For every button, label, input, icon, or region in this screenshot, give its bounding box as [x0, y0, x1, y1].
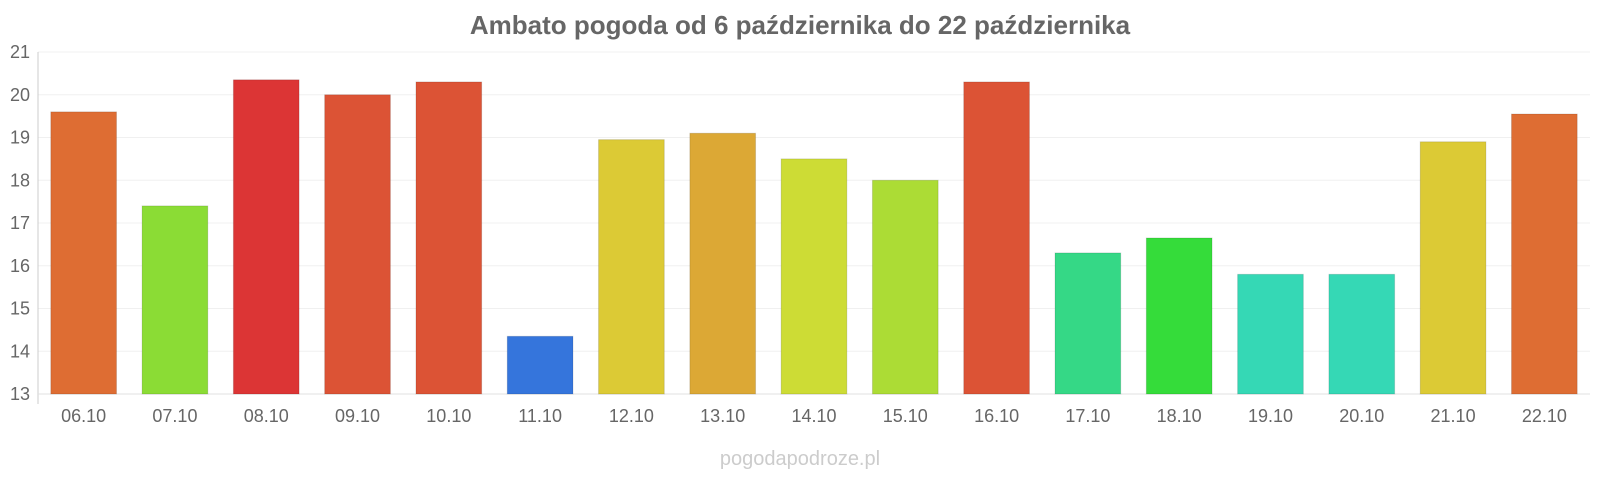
x-tick-labels: 06.10 07.10 08.10 09.10 10.10 11.10 12.10 13.10…: [61, 406, 1567, 426]
chart-title: Ambato pogoda od 6 października do 22 pa…: [469, 10, 1131, 40]
bar-20-10: [1328, 273, 1396, 395]
y-tick-label: 19: [10, 128, 30, 148]
bar-09-10: [324, 94, 391, 395]
x-tick-label: 15.10: [883, 406, 928, 426]
x-tick-label: 17.10: [1065, 406, 1110, 426]
x-tick-label: 20.10: [1339, 406, 1384, 426]
bar-21-10: [1419, 141, 1487, 395]
bar-10-10: [415, 81, 483, 395]
x-tick-label: 10.10: [426, 406, 471, 426]
bar-18-10: [1145, 237, 1213, 395]
y-tick-label: 16: [10, 256, 30, 276]
bar-16-10: [963, 81, 1030, 395]
bar-14-10: [780, 158, 848, 395]
bar-22-10: [1510, 113, 1578, 395]
x-tick-label: 06.10: [61, 406, 106, 426]
x-tick-label: 22.10: [1522, 406, 1567, 426]
bar-11-10: [506, 335, 574, 395]
x-tick-label: 18.10: [1157, 406, 1202, 426]
y-tick-label: 21: [10, 42, 30, 62]
bar-19-10: [1237, 273, 1304, 395]
bar-06-10: [50, 111, 118, 395]
y-tick-label: 13: [10, 384, 30, 404]
x-tick-label: 12.10: [609, 406, 654, 426]
x-tick-label: 14.10: [791, 406, 836, 426]
x-tick-label: 07.10: [152, 406, 197, 426]
y-tick-label: 14: [10, 341, 30, 361]
bar-15-10: [871, 179, 939, 395]
x-tick-label: 08.10: [244, 406, 289, 426]
y-tick-label: 18: [10, 170, 30, 190]
bar-13-10: [689, 132, 757, 395]
x-tick-label: 13.10: [700, 406, 745, 426]
y-tick-label: 20: [10, 85, 30, 105]
bar-07-10: [141, 205, 209, 395]
y-tick-label: 17: [10, 213, 30, 233]
x-tick-label: 11.10: [518, 406, 562, 426]
bars: [50, 79, 1578, 395]
x-tick-label: 21.10: [1431, 406, 1476, 426]
x-tick-label: 09.10: [335, 406, 380, 426]
bar-17-10: [1054, 252, 1122, 395]
y-tick-labels: 13 14 15 16 17 18 19 20 21: [10, 42, 30, 404]
watermark: pogodapodroze.pl: [719, 448, 881, 470]
y-tick-label: 15: [10, 299, 30, 319]
x-tick-label: 19.10: [1248, 406, 1293, 426]
bar-08-10: [232, 79, 300, 395]
x-tick-label: 16.10: [974, 406, 1019, 426]
bar-12-10: [598, 139, 665, 395]
